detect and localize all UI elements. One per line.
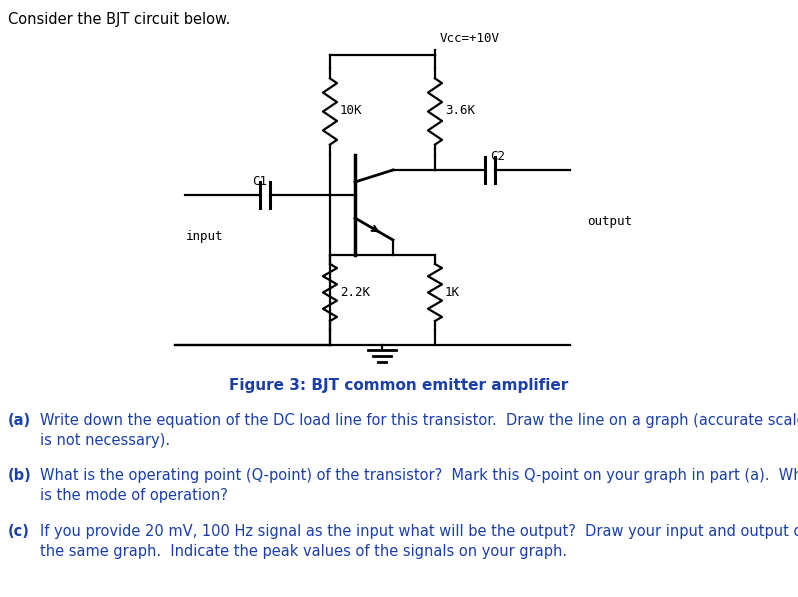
Text: Write down the equation of the DC load line for this transistor.  Draw the line : Write down the equation of the DC load l…: [40, 413, 798, 428]
Text: is the mode of operation?: is the mode of operation?: [40, 488, 228, 503]
Text: (c): (c): [8, 524, 30, 539]
Text: C1: C1: [252, 175, 267, 188]
Text: (a): (a): [8, 413, 31, 428]
Text: What is the operating point (Q-point) of the transistor?  Mark this Q-point on y: What is the operating point (Q-point) of…: [40, 468, 798, 483]
Text: is not necessary).: is not necessary).: [40, 433, 170, 448]
Text: Consider the BJT circuit below.: Consider the BJT circuit below.: [8, 12, 231, 27]
Text: input: input: [186, 230, 223, 243]
Text: 1K: 1K: [445, 285, 460, 298]
Text: C2: C2: [491, 150, 505, 163]
Text: 2.2K: 2.2K: [340, 285, 370, 298]
Text: 10K: 10K: [340, 104, 362, 118]
Text: the same graph.  Indicate the peak values of the signals on your graph.: the same graph. Indicate the peak values…: [40, 544, 567, 559]
Text: If you provide 20 mV, 100 Hz signal as the input what will be the output?  Draw : If you provide 20 mV, 100 Hz signal as t…: [40, 524, 798, 539]
Text: (b): (b): [8, 468, 32, 483]
Text: Figure 3: BJT common emitter amplifier: Figure 3: BJT common emitter amplifier: [229, 378, 569, 393]
Text: 3.6K: 3.6K: [445, 104, 475, 118]
Text: output: output: [587, 215, 633, 228]
Text: Vcc=+10V: Vcc=+10V: [440, 32, 500, 45]
